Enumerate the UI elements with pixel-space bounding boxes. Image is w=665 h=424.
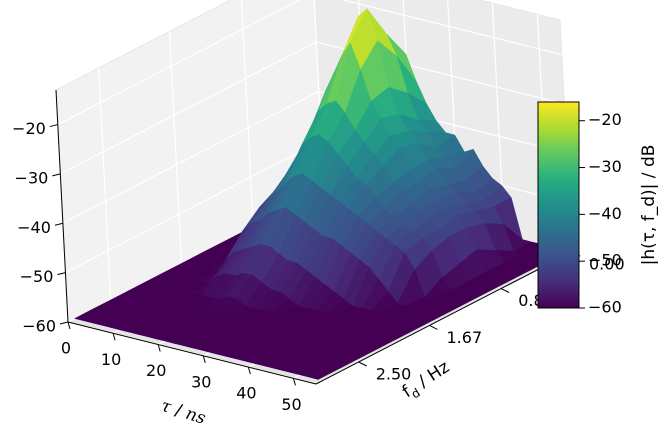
colorbar [537, 101, 580, 309]
x-tick-label: 10 [101, 350, 121, 369]
x-tick-label: 30 [191, 372, 211, 391]
x-tick-mark [292, 378, 296, 386]
left-gridline [60, 41, 317, 175]
colorbar-tick-label: −30 [588, 157, 622, 176]
z-tick-mark [57, 272, 66, 276]
x-tick-label: 20 [146, 361, 166, 380]
colorbar-tick-label: −60 [588, 298, 622, 317]
z-tick-mark [49, 124, 58, 128]
left-gridline [168, 31, 183, 264]
left-gridline [98, 67, 112, 301]
x-tick-mark [247, 366, 251, 375]
colorbar-label: |h(τ, f_d)| / dB [639, 145, 659, 266]
y-tick-mark [500, 288, 510, 293]
x-tick-label: 40 [236, 384, 256, 403]
x-tick-label: 0 [61, 339, 71, 358]
left-gridline [57, 0, 301, 126]
x-axis-label-unit: ns [183, 404, 208, 424]
left-gridline [240, 0, 254, 227]
z-tick-mark [54, 222, 64, 226]
colorbar-tick-label: −20 [588, 110, 622, 129]
x-axis-line [67, 321, 317, 385]
surface-patch [308, 367, 337, 380]
z-axis-line [55, 89, 69, 323]
y-tick-mark [358, 361, 367, 367]
z-tick-mark [59, 321, 69, 325]
back-gridline [341, 0, 562, 56]
z-tick-label: −40 [17, 218, 51, 237]
z-tick-label: −60 [22, 317, 56, 336]
left-gridline [65, 140, 322, 274]
x-tick-mark [112, 333, 116, 341]
z-tick-label: −20 [12, 119, 46, 138]
y-tick-mark [429, 325, 438, 330]
z-tick-label: −50 [20, 267, 54, 286]
colorbar-tick-label: −40 [588, 204, 622, 223]
colorbar-ticks: −20 −30 −40 −50 −60 [579, 110, 622, 317]
colorbar-tick-label: −50 [588, 251, 622, 270]
x-tick-mark [202, 355, 206, 363]
z-tick-mark [52, 173, 61, 177]
x-tick-label: 50 [281, 395, 301, 414]
y-tick-label: 0.00 [589, 255, 625, 274]
x-axis-label: τ / ns [158, 396, 208, 424]
x-tick-mark [67, 321, 71, 330]
z-tick-label: −30 [15, 168, 49, 187]
y-tick-label: 2.50 [376, 365, 412, 384]
left-gridline [62, 90, 320, 224]
y-tick-label: 1.67 [447, 328, 483, 347]
surface-group [74, 8, 564, 380]
x-tick-mark [157, 344, 161, 352]
